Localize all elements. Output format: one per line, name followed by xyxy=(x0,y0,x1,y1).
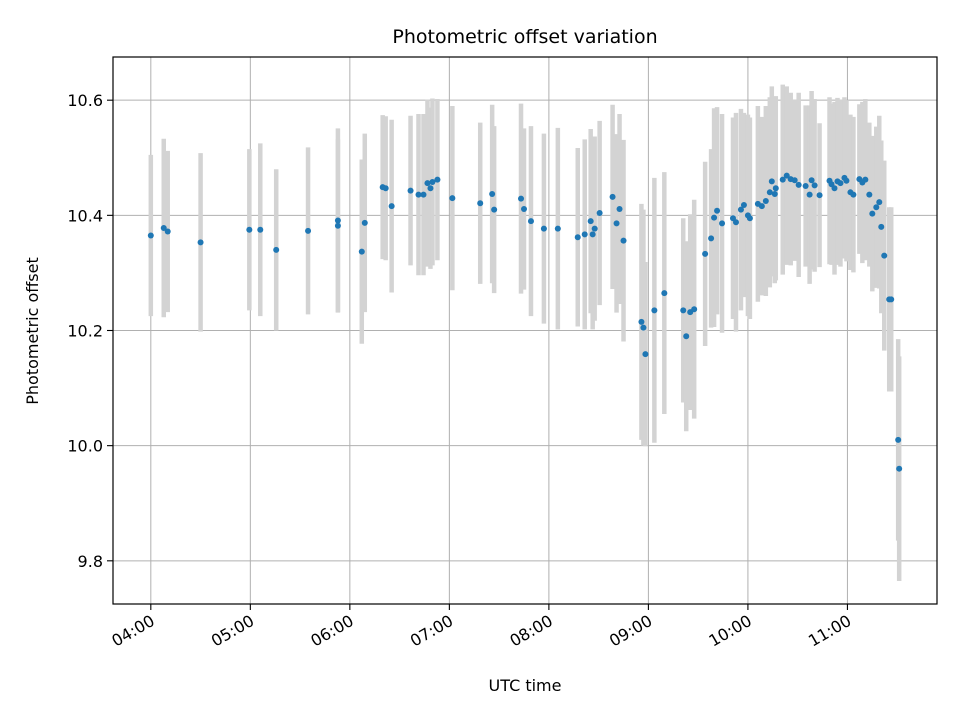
data-point xyxy=(415,191,422,198)
data-point xyxy=(866,191,873,198)
data-point xyxy=(420,191,427,198)
y-tick-label: 10.0 xyxy=(67,437,103,456)
data-point xyxy=(772,185,779,192)
data-point xyxy=(758,203,765,210)
data-point xyxy=(613,220,620,227)
data-point xyxy=(878,223,885,230)
data-point xyxy=(895,436,902,443)
data-point xyxy=(358,248,365,255)
data-point xyxy=(424,180,431,187)
data-point xyxy=(843,177,850,184)
data-point xyxy=(596,210,603,217)
data-point xyxy=(587,218,594,225)
data-point xyxy=(791,177,798,184)
data-point xyxy=(388,203,395,210)
data-point xyxy=(779,176,786,183)
data-point xyxy=(869,210,876,217)
data-point xyxy=(527,218,534,225)
data-point xyxy=(638,318,645,325)
data-point xyxy=(147,232,154,239)
data-point xyxy=(521,206,528,213)
x-axis-label: UTC time xyxy=(489,676,562,695)
data-point xyxy=(837,180,844,187)
data-point xyxy=(702,250,709,257)
data-point xyxy=(896,465,903,472)
data-point xyxy=(164,228,171,235)
data-point xyxy=(620,237,627,244)
data-point xyxy=(806,191,813,198)
y-axis-ticks: 9.8 10.0 10.2 10.4 10.6 xyxy=(67,91,113,571)
data-points xyxy=(147,172,903,472)
data-point xyxy=(783,172,790,179)
data-point xyxy=(273,246,280,253)
data-point xyxy=(429,178,436,185)
data-point xyxy=(661,290,668,297)
data-point xyxy=(808,177,815,184)
y-axis-label: Photometric offset xyxy=(23,257,42,405)
data-point xyxy=(257,226,264,233)
data-point xyxy=(591,225,598,232)
data-point xyxy=(873,204,880,211)
data-point xyxy=(574,234,581,241)
y-tick-label: 10.4 xyxy=(67,206,103,225)
data-point xyxy=(746,215,753,222)
data-point xyxy=(719,220,726,227)
data-point xyxy=(740,201,747,208)
data-point xyxy=(609,193,616,200)
data-point xyxy=(831,185,838,192)
data-point xyxy=(491,206,498,213)
data-point xyxy=(881,252,888,259)
data-point xyxy=(768,178,775,185)
data-point xyxy=(334,217,341,224)
data-point xyxy=(427,185,434,192)
data-point xyxy=(305,227,312,234)
data-point xyxy=(691,306,698,313)
data-point xyxy=(771,191,778,198)
data-point xyxy=(811,182,818,189)
data-point xyxy=(642,351,649,358)
data-point xyxy=(518,195,525,202)
data-point xyxy=(334,222,341,229)
data-point xyxy=(711,214,718,221)
data-point xyxy=(540,225,547,232)
data-point xyxy=(888,296,895,303)
data-point xyxy=(160,225,167,232)
data-point xyxy=(737,206,744,213)
data-point xyxy=(434,176,441,183)
data-point xyxy=(683,333,690,340)
data-point xyxy=(651,307,658,314)
data-point xyxy=(762,197,769,204)
y-tick-label: 10.2 xyxy=(67,322,103,341)
data-point xyxy=(876,199,883,206)
data-point xyxy=(581,231,588,238)
data-point xyxy=(795,181,802,188)
data-point xyxy=(589,231,596,238)
data-point xyxy=(554,225,561,232)
data-point xyxy=(361,219,368,226)
data-point xyxy=(714,207,721,214)
data-point xyxy=(816,192,823,199)
data-point xyxy=(197,239,204,246)
data-point xyxy=(708,235,715,242)
chart-title: Photometric offset variation xyxy=(392,26,657,48)
data-point xyxy=(732,219,739,226)
data-point xyxy=(802,182,809,189)
data-point xyxy=(616,206,623,213)
data-point xyxy=(489,191,496,198)
data-point xyxy=(766,189,773,196)
data-point xyxy=(246,226,253,233)
data-point xyxy=(449,195,456,202)
data-point xyxy=(477,200,484,207)
data-point xyxy=(382,185,389,192)
y-tick-label: 9.8 xyxy=(78,552,103,571)
data-point xyxy=(680,307,687,314)
data-point xyxy=(407,187,414,194)
y-tick-label: 10.6 xyxy=(67,91,103,110)
data-point xyxy=(862,176,869,183)
data-point xyxy=(850,191,857,198)
data-point xyxy=(640,324,647,331)
